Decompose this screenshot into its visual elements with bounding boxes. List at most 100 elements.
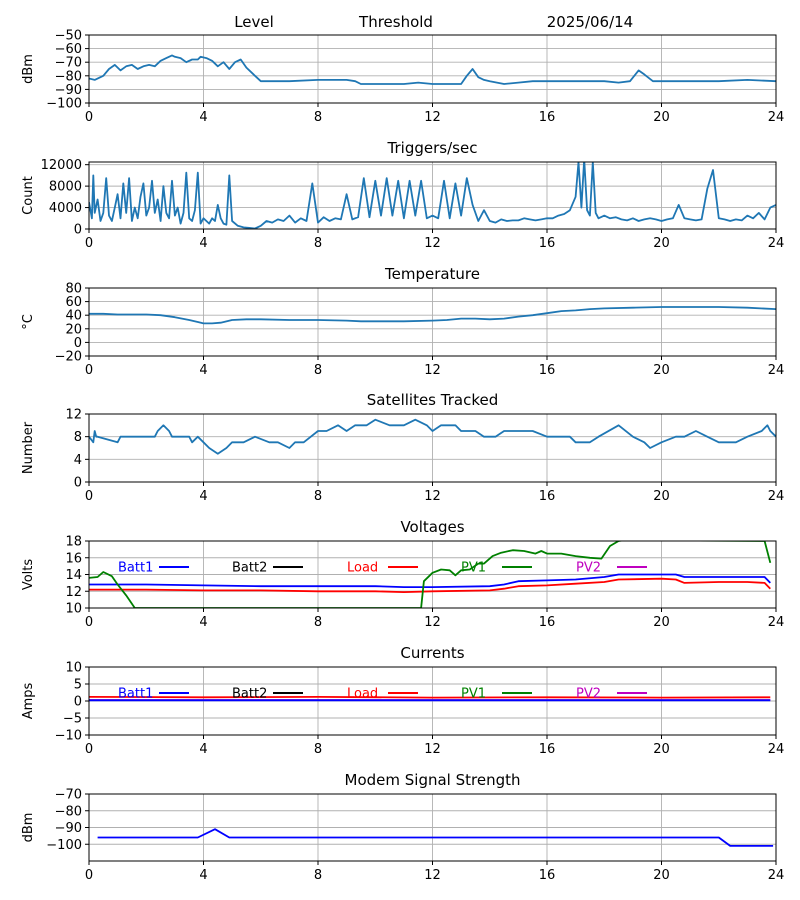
x-tick-label: 20: [653, 615, 670, 630]
x-tick-label: 4: [199, 236, 207, 251]
y-tick-label: 5: [74, 678, 82, 693]
y-tick-label: −80: [55, 804, 82, 819]
x-tick-label: 16: [539, 742, 556, 757]
x-tick-label: 0: [85, 110, 93, 125]
panel-title: Satellites Tracked: [367, 391, 498, 409]
legend-label-pv1: PV1: [461, 561, 486, 576]
series-line-pv1: [89, 541, 772, 608]
x-tick-label: 20: [653, 110, 670, 125]
legend-label-pv2: PV2: [576, 561, 601, 576]
x-tick-label: 8: [314, 868, 322, 883]
legend-label-batt1: Batt1: [118, 687, 153, 702]
panel-modem: 0 4 8 12 16 20 24 −70−80 −90 −100 Modem Signal Str…: [21, 771, 784, 883]
y-tick-label: 4: [74, 453, 82, 468]
y-tick-label: 10: [65, 661, 82, 676]
x-tick-label: 12: [424, 615, 441, 630]
x-tick-label: 12: [424, 868, 441, 883]
y-tick-label: 80: [65, 282, 82, 297]
series-line-triggers: [89, 162, 776, 229]
panel-title: Temperature: [384, 265, 480, 283]
x-tick-label: 16: [539, 236, 556, 251]
y-tick-label: 8000: [49, 180, 82, 195]
series-line-satellites: [89, 418, 776, 455]
series-line-load: [89, 696, 771, 699]
x-tick-label: 24: [768, 489, 785, 504]
x-tick-label: 4: [199, 110, 207, 125]
x-tick-label: 24: [768, 615, 785, 630]
x-tick-label: 16: [539, 110, 556, 125]
legend-label-batt1: Batt1: [118, 561, 153, 576]
panel-level: 0 4 8 12 16 20 24 −50−60−70−80−90−100 dBm: [21, 29, 784, 126]
x-tick-label: 0: [85, 489, 93, 504]
legend-label-batt2: Batt2: [232, 687, 267, 702]
y-tick-label: −100: [46, 97, 82, 112]
y-tick-label: 12000: [41, 158, 82, 173]
x-tick-label: 8: [314, 110, 322, 125]
y-tick-label: 60: [65, 295, 82, 310]
y-tick-label: 16: [65, 551, 82, 566]
x-tick-label: 0: [85, 363, 93, 378]
y-tick-label: 4000: [49, 201, 82, 216]
y-tick-label: −10: [55, 729, 82, 744]
x-tick-label: 8: [314, 236, 322, 251]
x-tick-label: 8: [314, 489, 322, 504]
legend-label-pv2: PV2: [576, 687, 601, 702]
x-tick-label: 20: [653, 489, 670, 504]
y-tick-label: 10: [65, 602, 82, 617]
x-tick-label: 20: [653, 236, 670, 251]
y-tick-label: 0: [74, 223, 82, 238]
y-tick-label: 12: [65, 408, 82, 423]
header-level-label: Level: [234, 13, 274, 31]
series-line-temperature: [89, 306, 776, 325]
y-axis-label: dBm: [21, 54, 36, 84]
legend-label-pv1: PV1: [461, 687, 486, 702]
x-tick-label: 24: [768, 110, 785, 125]
y-tick-label: 12: [65, 585, 82, 600]
x-tick-label: 12: [424, 236, 441, 251]
panel-title: Voltages: [400, 518, 464, 536]
y-tick-label: −50: [55, 29, 82, 44]
y-tick-label: 20: [65, 322, 82, 337]
series-line-level: [89, 54, 776, 85]
x-tick-label: 4: [199, 489, 207, 504]
y-tick-label: 0: [74, 476, 82, 491]
panel-triggers: 0 4 8 12 16 20 24 0 4000 8000 12000 Triggers/sec Cou…: [21, 139, 784, 251]
y-tick-label: −60: [55, 42, 82, 57]
y-tick-label: 18: [65, 535, 82, 550]
x-tick-label: 16: [539, 363, 556, 378]
series-line-batt1: [89, 573, 771, 588]
panel-satellites: 0 4 8 12 16 20 24 0 4 8 12 Satellites Tracked Number: [21, 391, 784, 504]
y-axis-label: °C: [21, 314, 36, 330]
x-tick-label: 20: [653, 868, 670, 883]
x-tick-label: 12: [424, 742, 441, 757]
y-tick-label: 40: [65, 309, 82, 324]
x-tick-label: 24: [768, 236, 785, 251]
y-axis-label: Volts: [21, 559, 36, 591]
header-date: 2025/06/14: [547, 13, 633, 31]
legend-label-batt2: Batt2: [232, 561, 267, 576]
y-tick-label: −90: [55, 821, 82, 836]
x-tick-label: 12: [424, 363, 441, 378]
y-tick-label: 0: [74, 695, 82, 710]
x-tick-label: 8: [314, 363, 322, 378]
x-tick-label: 4: [199, 742, 207, 757]
header-threshold-label: Threshold: [358, 13, 433, 31]
x-tick-label: 24: [768, 868, 785, 883]
legend-label-load: Load: [347, 687, 378, 702]
y-tick-label: −80: [55, 69, 82, 84]
x-tick-label: 4: [199, 868, 207, 883]
x-tick-label: 0: [85, 615, 93, 630]
x-tick-label: 16: [539, 868, 556, 883]
x-tick-label: 20: [653, 742, 670, 757]
y-axis-label: dBm: [21, 813, 36, 843]
x-tick-label: 4: [199, 615, 207, 630]
x-tick-label: 0: [85, 868, 93, 883]
y-axis-label: Number: [21, 421, 36, 474]
y-tick-label: −5: [63, 712, 82, 727]
x-tick-label: 8: [314, 615, 322, 630]
x-tick-label: 12: [424, 489, 441, 504]
y-axis-label: Count: [21, 176, 36, 215]
